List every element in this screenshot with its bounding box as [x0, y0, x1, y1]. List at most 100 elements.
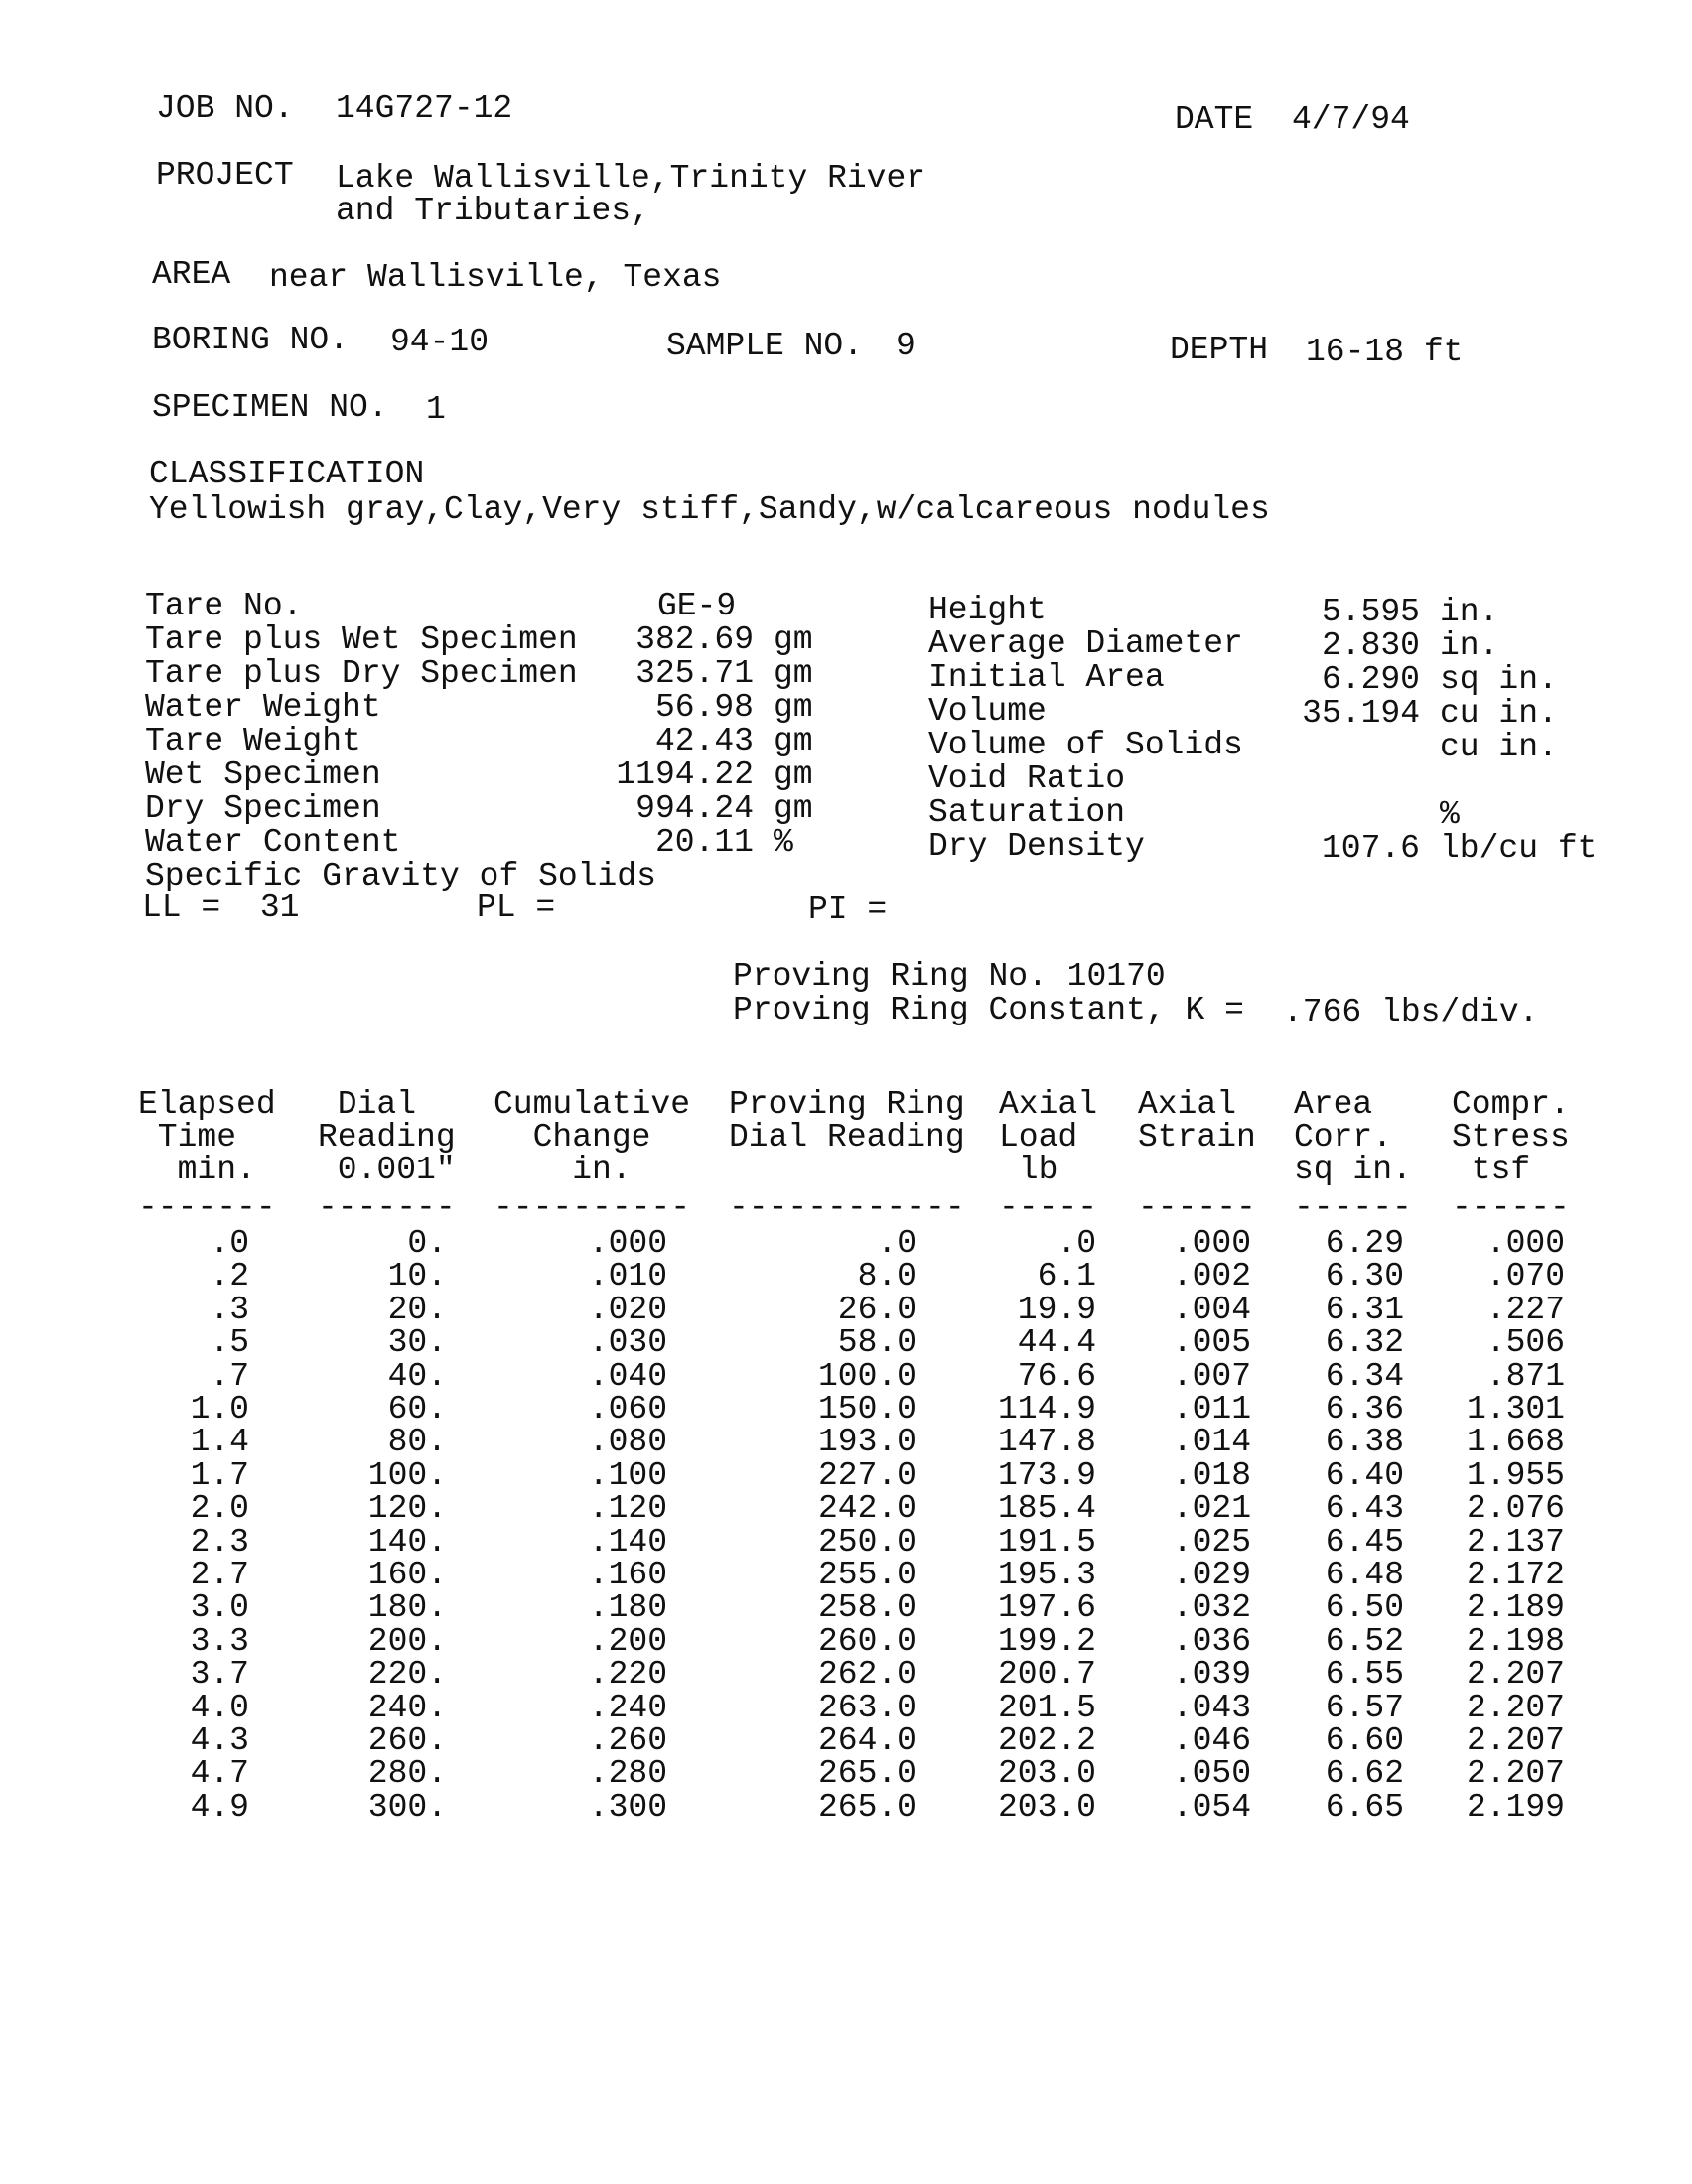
property-value: GE-9 — [657, 588, 737, 624]
cell-compressive-stress: 2.207 — [1466, 1689, 1565, 1726]
property-unit: gm — [774, 655, 813, 692]
area-value: near Wallisville, Texas — [269, 259, 722, 296]
column-divider: ------ — [1294, 1189, 1412, 1226]
column-header-area-corrected: Area Corr. sq in. — [1294, 1086, 1412, 1188]
cell-dial-reading: 240. — [367, 1689, 447, 1726]
cell-area-corrected: 6.45 — [1325, 1523, 1404, 1561]
cell-elapsed-time: 3.7 — [190, 1656, 249, 1694]
cell-cumulative-change: .260 — [588, 1722, 667, 1759]
job-number: 14G727-12 — [336, 90, 513, 127]
cell-dial-reading: 100. — [367, 1456, 447, 1494]
column-header-axial-load: Axial Load lb — [999, 1086, 1098, 1188]
cell-proving-ring-reading: 100.0 — [817, 1357, 916, 1395]
cell-proving-ring-reading: 227.0 — [817, 1456, 916, 1494]
cell-axial-strain: .029 — [1172, 1557, 1251, 1593]
cell-area-corrected: 6.48 — [1325, 1557, 1404, 1593]
cell-axial-load: 203.0 — [997, 1755, 1096, 1793]
classification-label: CLASSIFICATION — [149, 456, 425, 492]
property-unit: in. — [1440, 627, 1499, 664]
cell-dial-reading: 10. — [387, 1258, 447, 1296]
cell-axial-strain: .014 — [1172, 1424, 1251, 1461]
cell-cumulative-change: .240 — [588, 1689, 667, 1726]
cell-dial-reading: 220. — [367, 1656, 447, 1694]
classification-value: Yellowish gray,Clay,Very stiff,Sandy,w/c… — [149, 491, 1270, 528]
cell-proving-ring-reading: .0 — [877, 1225, 916, 1262]
cell-cumulative-change: .020 — [588, 1291, 667, 1328]
cell-axial-strain: .000 — [1172, 1225, 1251, 1262]
cell-proving-ring-reading: 265.0 — [817, 1788, 916, 1826]
project-label: PROJECT — [156, 157, 294, 194]
cell-area-corrected: 6.31 — [1325, 1291, 1404, 1328]
property-value: 20.11 — [654, 824, 754, 861]
specimen-value: 1 — [426, 391, 446, 428]
cell-area-corrected: 6.40 — [1325, 1456, 1404, 1494]
cell-proving-ring-reading: 260.0 — [817, 1622, 916, 1660]
cell-elapsed-time: 3.3 — [190, 1622, 249, 1660]
property-value: 35.194 — [1302, 695, 1420, 732]
specimen-label: SPECIMEN NO. — [152, 389, 388, 426]
cell-axial-strain: .039 — [1172, 1656, 1251, 1694]
job-label: JOB NO. — [156, 90, 294, 127]
cell-proving-ring-reading: 255.0 — [817, 1557, 916, 1593]
cell-elapsed-time: .5 — [210, 1324, 249, 1362]
cell-axial-strain: .005 — [1172, 1324, 1251, 1362]
cell-axial-load: 199.2 — [997, 1622, 1096, 1660]
cell-axial-strain: .011 — [1172, 1391, 1251, 1428]
cell-dial-reading: 180. — [367, 1589, 447, 1627]
cell-cumulative-change: .180 — [588, 1589, 667, 1627]
area-label: AREA — [152, 256, 231, 293]
property-unit: gm — [774, 723, 813, 759]
cell-area-corrected: 6.29 — [1325, 1225, 1404, 1262]
cell-axial-load: 76.6 — [1017, 1357, 1096, 1395]
property-value: 5.595 — [1321, 594, 1420, 630]
cell-area-corrected: 6.38 — [1325, 1424, 1404, 1461]
cell-area-corrected: 6.62 — [1325, 1755, 1404, 1793]
cell-proving-ring-reading: 193.0 — [817, 1424, 916, 1461]
cell-compressive-stress: .070 — [1485, 1258, 1565, 1296]
cell-elapsed-time: .3 — [210, 1291, 249, 1328]
cell-cumulative-change: .280 — [588, 1755, 667, 1793]
column-header-axial-strain: Axial Strain — [1138, 1086, 1256, 1156]
column-header-elapsed-time: Elapsed Time min. — [138, 1086, 276, 1188]
property-label: Dry Density — [928, 828, 1145, 865]
cell-proving-ring-reading: 262.0 — [817, 1656, 916, 1694]
cell-elapsed-time: 1.7 — [190, 1456, 249, 1494]
cell-proving-ring-reading: 58.0 — [837, 1324, 916, 1362]
cell-dial-reading: 60. — [387, 1391, 447, 1428]
cell-dial-reading: 200. — [367, 1622, 447, 1660]
cell-axial-load: 202.2 — [997, 1722, 1096, 1759]
property-value: 2.830 — [1321, 627, 1420, 664]
cell-elapsed-time: 2.3 — [190, 1523, 249, 1561]
cell-cumulative-change: .220 — [588, 1656, 667, 1694]
cell-proving-ring-reading: 250.0 — [817, 1523, 916, 1561]
cell-elapsed-time: 3.0 — [190, 1589, 249, 1627]
cell-area-corrected: 6.55 — [1325, 1656, 1404, 1694]
property-label: Tare No. — [145, 588, 303, 624]
cell-cumulative-change: .160 — [588, 1557, 667, 1593]
property-label: Tare plus Wet Specimen — [145, 621, 578, 658]
cell-cumulative-change: .030 — [588, 1324, 667, 1362]
property-value: 107.6 — [1321, 830, 1420, 867]
cell-compressive-stress: 1.955 — [1466, 1456, 1565, 1494]
property-unit: in. — [1440, 594, 1499, 630]
cell-axial-load: 185.4 — [997, 1490, 1096, 1528]
cell-area-corrected: 6.57 — [1325, 1689, 1404, 1726]
cell-dial-reading: 30. — [387, 1324, 447, 1362]
property-label: Tare plus Dry Specimen — [145, 655, 578, 692]
cell-area-corrected: 6.36 — [1325, 1391, 1404, 1428]
cell-cumulative-change: .140 — [588, 1523, 667, 1561]
property-label: Specific Gravity of Solids — [145, 858, 656, 894]
column-divider: ------- — [138, 1189, 276, 1226]
proving-ring-constant: .766 lbs/div. — [1283, 994, 1539, 1030]
property-label: Volume of Solids — [928, 727, 1243, 763]
date-label: DATE — [1175, 101, 1254, 138]
cell-axial-load: 6.1 — [1037, 1258, 1096, 1296]
column-divider: ----- — [999, 1189, 1098, 1226]
cell-cumulative-change: .000 — [588, 1225, 667, 1262]
property-unit: lb/cu ft — [1440, 830, 1598, 867]
column-divider: ------ — [1138, 1189, 1256, 1226]
cell-cumulative-change: .120 — [588, 1490, 667, 1528]
cell-axial-strain: .036 — [1172, 1622, 1251, 1660]
cell-axial-load: 203.0 — [997, 1788, 1096, 1826]
cell-elapsed-time: 4.7 — [190, 1755, 249, 1793]
